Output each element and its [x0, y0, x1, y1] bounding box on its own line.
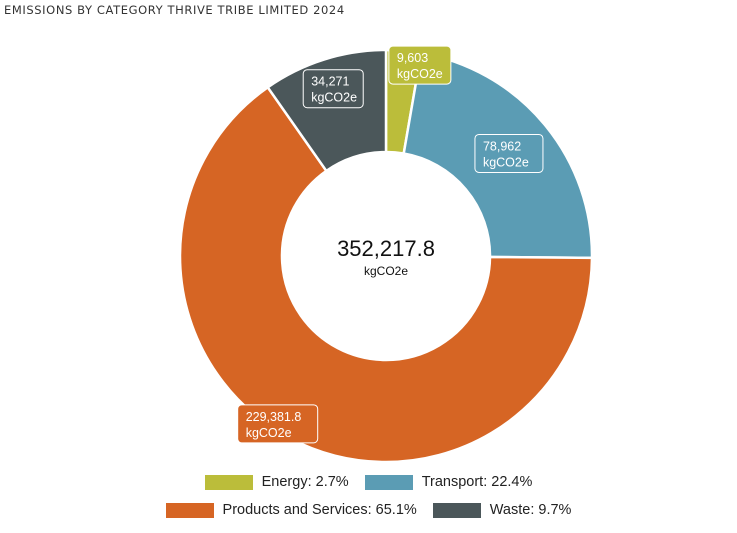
data-label-waste: 34,271 kgCO2e [302, 69, 364, 109]
legend-item-energy[interactable]: Energy: 2.7% [204, 474, 349, 490]
data-label-box-transport [474, 133, 544, 173]
data-label-unit-transport: kgCO2e [483, 155, 529, 169]
slice-products-and-services[interactable] [178, 85, 594, 464]
data-label-transport: 78,962 kgCO2e [474, 133, 544, 173]
legend-item-products-services[interactable]: Products and Services: 65.1% [165, 502, 417, 518]
data-label-energy: 9,603 kgCO2e [388, 45, 452, 85]
data-label-box-waste [302, 69, 364, 109]
legend-item-waste[interactable]: Waste: 9.7% [432, 502, 572, 518]
legend-swatch-waste [432, 502, 481, 518]
legend-row-1: Energy: 2.7% Transport: 22.4% [0, 474, 737, 490]
legend-swatch-products-services [165, 502, 214, 518]
data-label-box-energy [388, 45, 452, 85]
legend-item-transport[interactable]: Transport: 22.4% [364, 474, 533, 490]
data-labels-group: 9,603kgCO2e78,962kgCO2e229,381.8kgCO2e34… [237, 45, 544, 444]
data-label-box-products-and-services [237, 404, 319, 444]
data-label-unit-energy: kgCO2e [397, 67, 443, 81]
legend-label-products-services: Products and Services: 65.1% [222, 502, 417, 518]
donut-chart: 9,603kgCO2e78,962kgCO2e229,381.8kgCO2e34… [178, 45, 594, 464]
legend-label-waste: Waste: 9.7% [489, 502, 572, 518]
center-total-value: 352,217.8 [337, 236, 435, 261]
legend-row-2: Products and Services: 65.1% Waste: 9.7% [0, 502, 737, 518]
legend-label-energy: Energy: 2.7% [261, 474, 349, 490]
legend-swatch-energy [204, 474, 253, 490]
data-label-value-transport: 78,962 [483, 139, 521, 153]
chart-title: EMISSIONS BY CATEGORY THRIVE TRIBE LIMIT… [4, 3, 345, 17]
legend-swatch-transport [364, 474, 413, 490]
center-total-unit: kgCO2e [364, 264, 408, 278]
data-label-value-energy: 9,603 [397, 51, 428, 65]
data-label-products-and-services: 229,381.8 kgCO2e [237, 404, 319, 444]
data-label-unit-products-and-services: kgCO2e [246, 426, 292, 440]
legend-label-transport: Transport: 22.4% [421, 474, 533, 490]
data-label-value-waste: 34,271 [311, 75, 349, 89]
data-label-value-products-and-services: 229,381.8 [246, 410, 302, 424]
data-label-unit-waste: kgCO2e [311, 91, 357, 105]
